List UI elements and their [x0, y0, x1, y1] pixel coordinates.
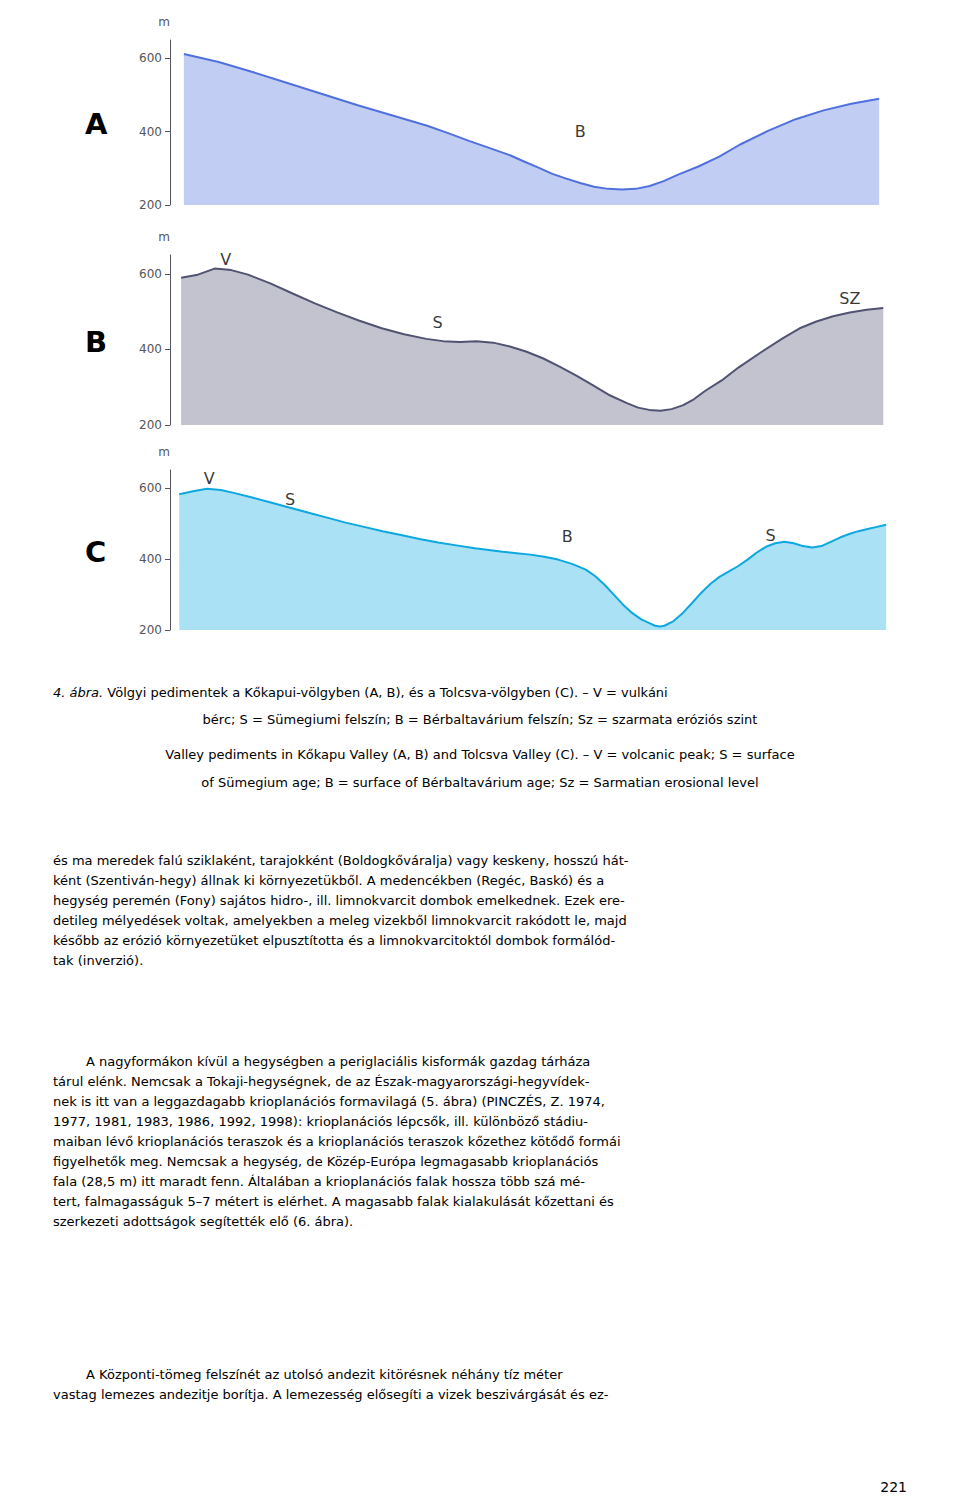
svg-text:600: 600 — [139, 51, 162, 65]
svg-text:SZ: SZ — [839, 289, 860, 308]
svg-text:tak (inverzió).: tak (inverzió). — [53, 953, 143, 968]
svg-text:vastag lemezes andezitje borít: vastag lemezes andezitje borítja. A leme… — [53, 1387, 609, 1402]
svg-text:400: 400 — [139, 125, 162, 139]
svg-text:tárul elénk. Nemcsak a Tokaji-: tárul elénk. Nemcsak a Tokaji-hegységnek… — [53, 1074, 590, 1089]
svg-text:S: S — [285, 489, 296, 509]
svg-text:V: V — [220, 250, 231, 269]
svg-text:ként (Szentiván-hegy) állnak k: ként (Szentiván-hegy) állnak ki környeze… — [53, 873, 604, 888]
svg-text:200: 200 — [139, 198, 162, 212]
svg-text:figyelhetők meg. Nemcsak a heg: figyelhetők meg. Nemcsak a hegység, de K… — [53, 1154, 598, 1169]
svg-text:m: m — [158, 230, 170, 244]
svg-text:hegység peremén (Fony) sajátos: hegység peremén (Fony) sajátos hidro-, i… — [53, 893, 625, 908]
svg-text:V: V — [204, 469, 215, 488]
svg-text:600: 600 — [139, 481, 162, 495]
svg-text:és ma meredek falú sziklaként,: és ma meredek falú sziklaként, tarajokké… — [53, 853, 629, 868]
svg-text:600: 600 — [139, 267, 162, 281]
svg-text:A: A — [85, 107, 108, 141]
svg-text:200: 200 — [139, 623, 162, 637]
svg-text:C: C — [85, 535, 106, 569]
svg-text:of Sümegium age; B = surface o: of Sümegium age; B = surface of Bérbalta… — [201, 775, 758, 790]
svg-text:szerkezeti adottságok segített: szerkezeti adottságok segítették elő (6.… — [53, 1214, 353, 1229]
svg-text:detileg mélyedések voltak, ame: detileg mélyedések voltak, amelyekben a … — [53, 913, 627, 928]
svg-text:nek is itt van a leggazdagabb: nek is itt van a leggazdagabb krioplanác… — [53, 1094, 605, 1109]
svg-text:A nagyformákon kívül a hegység: A nagyformákon kívül a hegységben a peri… — [53, 1054, 590, 1069]
svg-text:200: 200 — [139, 418, 162, 432]
svg-text:221: 221 — [880, 1479, 907, 1495]
svg-text:A Központi-tömeg felszínét az: A Központi-tömeg felszínét az utolsó and… — [53, 1367, 563, 1382]
svg-text:S: S — [766, 526, 776, 545]
svg-text:fala (28,5 m) itt maradt fenn.: fala (28,5 m) itt maradt fenn. Általában… — [53, 1174, 585, 1189]
svg-text:Völgyi pedimentek a Kőkapui-vö: Völgyi pedimentek a Kőkapui-völgyben (A,… — [103, 685, 668, 700]
svg-text:B: B — [575, 122, 586, 141]
svg-text:Valley pediments in Kőkapu Val: Valley pediments in Kőkapu Valley (A, B)… — [165, 747, 794, 762]
svg-text:1977, 1981, 1983, 1986, 1992,: 1977, 1981, 1983, 1986, 1992, 1998): kri… — [53, 1114, 588, 1129]
svg-text:400: 400 — [139, 552, 162, 566]
svg-text:400: 400 — [139, 342, 162, 356]
svg-text:bérc; S = Sümegiumi felszín; B: bérc; S = Sümegiumi felszín; B = Bérbalt… — [203, 712, 758, 727]
svg-text:B: B — [85, 325, 107, 359]
svg-text:m: m — [158, 445, 170, 459]
svg-text:4. ábra.: 4. ábra. — [53, 685, 103, 700]
svg-text:m: m — [158, 15, 170, 29]
svg-text:tert, falmagasságuk 5–7 métert: tert, falmagasságuk 5–7 métert is elérhe… — [53, 1194, 614, 1209]
svg-text:maiban lévő krioplanációs tera: maiban lévő krioplanációs teraszok és a … — [53, 1134, 621, 1149]
svg-text:S: S — [432, 313, 442, 332]
svg-text:később az erózió környezetüket: később az erózió környezetüket elpusztít… — [53, 933, 615, 948]
svg-text:B: B — [562, 527, 573, 546]
